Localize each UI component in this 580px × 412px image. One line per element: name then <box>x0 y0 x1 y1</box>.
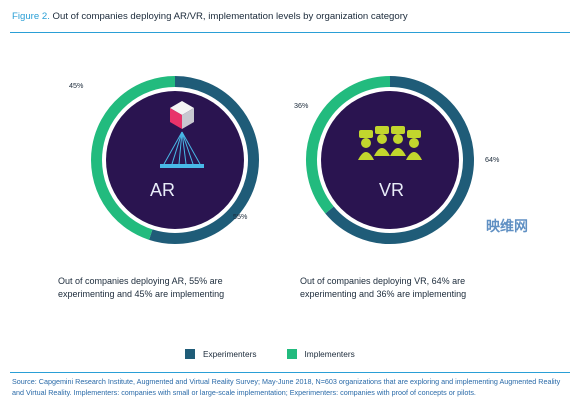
ar-cube-icon <box>160 101 204 168</box>
source-divider <box>10 372 570 373</box>
chart-legend: Experimenters Implementers <box>185 347 355 361</box>
figure-title-text: Out of companies deploying AR/VR, implem… <box>52 11 408 22</box>
vr-center-label: VR <box>379 180 405 200</box>
donut-center-disc <box>321 91 459 229</box>
vr-experimenters-pct-label: 64% <box>485 155 500 164</box>
donut-slice-implementers <box>91 76 176 240</box>
figure-title: Figure 2. Out of companies deploying AR/… <box>12 10 568 24</box>
watermark-logo: 映维网 <box>486 218 528 234</box>
donut-center-disc <box>106 91 244 229</box>
vr-donut-svg <box>306 76 474 244</box>
legend-swatch-experimenters <box>185 349 195 359</box>
vr-people-icon <box>358 126 422 160</box>
ar-caption: Out of companies deploying AR, 55% are e… <box>58 276 225 299</box>
figure-label: Figure 2. <box>12 11 50 22</box>
vr-implementers-pct-label: 36% <box>294 101 309 110</box>
title-divider <box>10 32 570 33</box>
vr-caption: Out of companies deploying VR, 64% are e… <box>300 276 467 299</box>
donut-slice-implementers <box>306 76 391 214</box>
ar-center-label: AR <box>150 180 176 200</box>
legend-label-implementers: Implementers <box>304 349 355 359</box>
donut-slice-experimenters <box>149 76 259 244</box>
legend-item-experimenters: Experimenters <box>185 349 257 359</box>
ar-donut-svg <box>91 76 259 244</box>
legend-item-implementers: Implementers <box>286 349 355 359</box>
source-note: Source: Capgemini Research Institute, Au… <box>12 377 561 397</box>
ar-implementers-pct-label: 45% <box>69 81 84 90</box>
ar-chart <box>60 60 290 260</box>
donut-slice-experimenters <box>325 76 474 244</box>
vr-chart <box>275 60 505 260</box>
legend-label-experimenters: Experimenters <box>203 349 257 359</box>
legend-swatch-implementers <box>286 349 297 359</box>
ar-experimenters-pct-label: 55% <box>233 212 248 221</box>
